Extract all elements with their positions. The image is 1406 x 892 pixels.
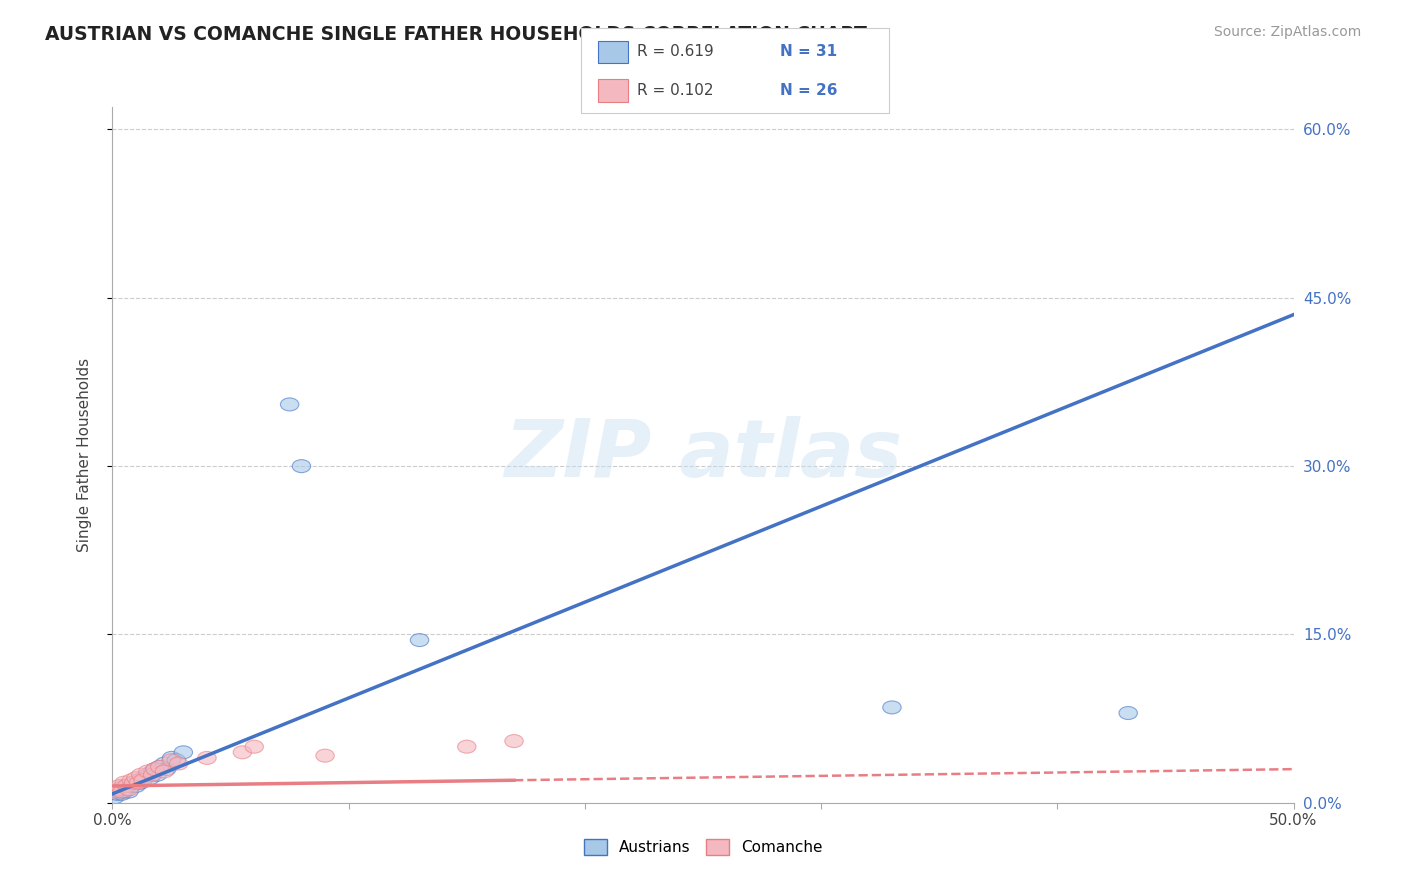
Ellipse shape <box>139 764 157 778</box>
Ellipse shape <box>174 746 193 759</box>
Ellipse shape <box>110 780 129 792</box>
Ellipse shape <box>139 768 157 781</box>
Ellipse shape <box>162 754 181 766</box>
Ellipse shape <box>233 746 252 759</box>
Ellipse shape <box>110 785 129 798</box>
Ellipse shape <box>411 633 429 647</box>
Ellipse shape <box>316 749 335 762</box>
Ellipse shape <box>167 754 186 766</box>
Ellipse shape <box>129 776 148 789</box>
Ellipse shape <box>143 764 162 778</box>
Ellipse shape <box>129 774 148 787</box>
Ellipse shape <box>155 757 174 770</box>
Ellipse shape <box>148 768 166 781</box>
Ellipse shape <box>105 790 124 804</box>
Legend: Austrians, Comanche: Austrians, Comanche <box>578 833 828 862</box>
Ellipse shape <box>125 776 143 789</box>
Text: ZIP atlas: ZIP atlas <box>503 416 903 494</box>
Ellipse shape <box>150 760 169 773</box>
Text: Source: ZipAtlas.com: Source: ZipAtlas.com <box>1213 25 1361 39</box>
Ellipse shape <box>143 768 162 781</box>
Ellipse shape <box>120 785 138 798</box>
Ellipse shape <box>162 751 181 764</box>
Ellipse shape <box>127 772 145 785</box>
Ellipse shape <box>108 783 127 796</box>
Ellipse shape <box>155 764 174 778</box>
Ellipse shape <box>141 772 159 785</box>
Ellipse shape <box>122 774 141 787</box>
Ellipse shape <box>118 780 136 792</box>
Ellipse shape <box>150 760 169 773</box>
Text: AUSTRIAN VS COMANCHE SINGLE FATHER HOUSEHOLDS CORRELATION CHART: AUSTRIAN VS COMANCHE SINGLE FATHER HOUSE… <box>45 25 868 44</box>
Ellipse shape <box>1119 706 1137 720</box>
Ellipse shape <box>146 763 165 776</box>
Ellipse shape <box>115 785 134 798</box>
Ellipse shape <box>245 740 263 753</box>
Ellipse shape <box>112 785 131 798</box>
Ellipse shape <box>132 768 150 781</box>
Ellipse shape <box>115 776 134 789</box>
Ellipse shape <box>198 751 217 764</box>
Ellipse shape <box>112 788 131 800</box>
Text: N = 31: N = 31 <box>780 44 838 59</box>
Ellipse shape <box>146 763 165 776</box>
Ellipse shape <box>125 776 143 789</box>
Ellipse shape <box>110 783 129 796</box>
Ellipse shape <box>883 701 901 714</box>
Text: R = 0.619: R = 0.619 <box>637 44 714 59</box>
Ellipse shape <box>105 785 124 798</box>
Ellipse shape <box>280 398 299 411</box>
Ellipse shape <box>122 780 141 792</box>
Ellipse shape <box>457 740 477 753</box>
Ellipse shape <box>292 459 311 473</box>
Ellipse shape <box>118 783 136 796</box>
Ellipse shape <box>108 788 127 800</box>
Ellipse shape <box>115 780 134 792</box>
Text: N = 26: N = 26 <box>780 83 838 97</box>
Ellipse shape <box>134 772 152 785</box>
Ellipse shape <box>132 776 150 789</box>
Ellipse shape <box>127 780 145 792</box>
Ellipse shape <box>134 774 152 787</box>
Y-axis label: Single Father Households: Single Father Households <box>77 358 91 552</box>
Ellipse shape <box>120 783 138 796</box>
Ellipse shape <box>157 763 176 776</box>
Ellipse shape <box>505 735 523 747</box>
Text: R = 0.102: R = 0.102 <box>637 83 713 97</box>
Ellipse shape <box>169 757 188 770</box>
